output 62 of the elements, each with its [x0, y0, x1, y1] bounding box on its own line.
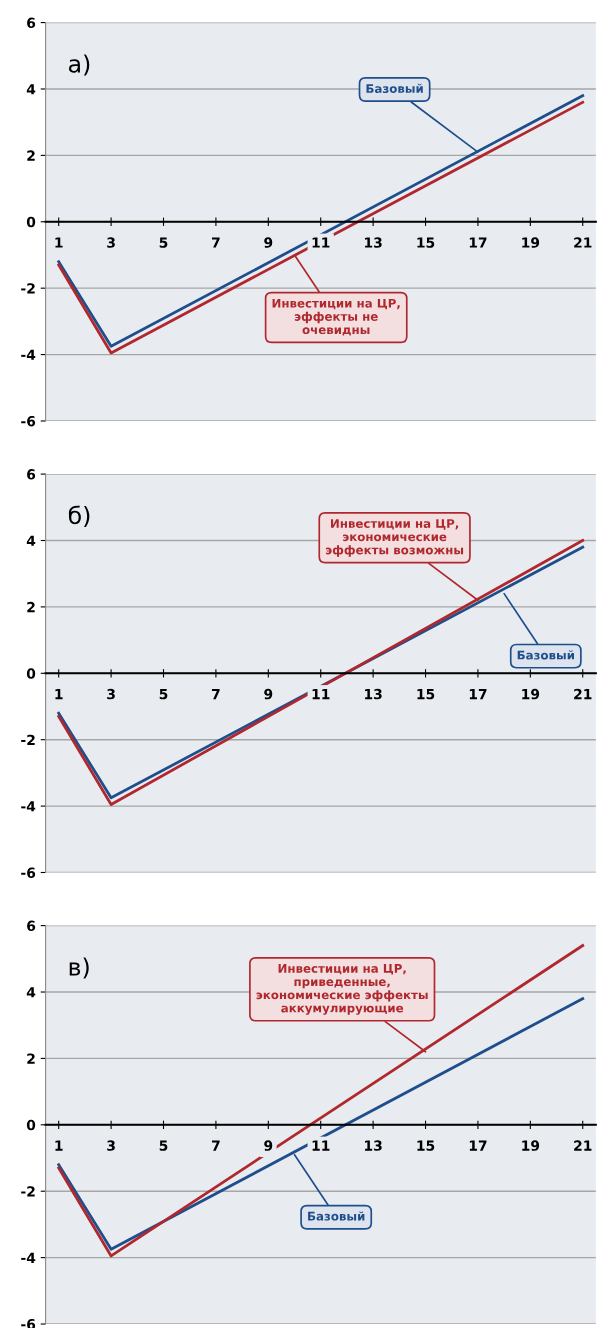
x-tick-label: 7 — [212, 689, 220, 700]
x-tick-label: 11 — [312, 689, 330, 700]
x-tick-label: 21 — [574, 237, 592, 248]
x-tick-label: 19 — [522, 688, 540, 700]
x-tick-label: 15 — [417, 689, 435, 700]
x-tick-label: 19 — [522, 237, 540, 248]
x-tick-label: 13 — [365, 237, 382, 248]
x-tick-label: 1 — [55, 689, 63, 700]
y-tick-label: 2 — [27, 601, 35, 613]
annotation: Базовый — [517, 650, 574, 660]
annotation: Инвестиции на ЦР, приведенные, экономические эффекты аккумулирующие — [256, 964, 428, 1015]
y-tick-label: 0 — [26, 1119, 36, 1131]
x-tick-label: 1 — [55, 1140, 63, 1151]
x-tick-label: 9 — [264, 237, 273, 248]
x-tick-label: 15 — [417, 1140, 435, 1151]
x-tick-label: 21 — [574, 688, 592, 700]
x-tick-label: 17 — [469, 1140, 487, 1151]
x-tick-label: 13 — [365, 688, 382, 700]
y-tick-label: 0 — [26, 668, 36, 679]
x-tick-label: 5 — [159, 1140, 168, 1151]
x-tick-label: 1 — [55, 237, 63, 248]
x-tick-label: 3 — [107, 688, 115, 700]
x-tick-label: 19 — [522, 1140, 540, 1151]
y-tick-label: 6 — [27, 920, 36, 932]
x-tick-label: 3 — [107, 1140, 115, 1151]
y-tick-label: 6 — [27, 469, 36, 480]
x-tick-label: 13 — [365, 1140, 382, 1151]
x-tick-label: 21 — [574, 1140, 592, 1151]
y-tick-label: -6 — [21, 415, 36, 427]
y-tick-label: -4 — [21, 801, 36, 812]
x-tick-label: 5 — [159, 237, 168, 248]
annotation: Инвестиции на ЦР, экономические эффекты возможны — [325, 519, 464, 557]
y-tick-label: 2 — [27, 1053, 35, 1064]
x-tick-label: 15 — [417, 237, 435, 248]
x-tick-label: 7 — [212, 1140, 220, 1151]
y-tick-label: -4 — [21, 1252, 36, 1263]
x-tick-label: 7 — [212, 237, 220, 248]
annotation: Базовый — [308, 1211, 365, 1221]
y-tick-label: 2 — [27, 150, 35, 161]
y-tick-label: -2 — [21, 283, 35, 294]
y-tick-label: -6 — [21, 867, 36, 878]
text: б) — [68, 505, 90, 528]
annotation: Базовый — [366, 83, 423, 93]
y-tick-label: 4 — [26, 535, 36, 546]
x-tick-label: 9 — [264, 688, 273, 700]
x-tick-label: 17 — [469, 689, 487, 700]
y-tick-label: -2 — [21, 734, 35, 745]
y-tick-label: 6 — [27, 17, 36, 29]
annotation: Инвестиции на ЦР, эффекты не очевидны — [272, 298, 400, 336]
x-tick-label: 17 — [469, 237, 487, 248]
y-tick-label: 4 — [26, 84, 36, 95]
y-tick-label: 4 — [26, 987, 36, 998]
text: в) — [69, 957, 89, 979]
x-tick-label: 11 — [312, 1140, 330, 1151]
text: а) — [69, 54, 90, 76]
y-tick-label: -2 — [21, 1186, 35, 1197]
x-tick-label: 11 — [312, 237, 330, 248]
x-tick-label: 3 — [107, 237, 115, 248]
x-tick-label: 5 — [159, 689, 168, 700]
y-tick-label: 0 — [26, 216, 36, 228]
y-tick-label: -4 — [21, 349, 36, 360]
x-tick-label: 9 — [264, 1140, 273, 1151]
